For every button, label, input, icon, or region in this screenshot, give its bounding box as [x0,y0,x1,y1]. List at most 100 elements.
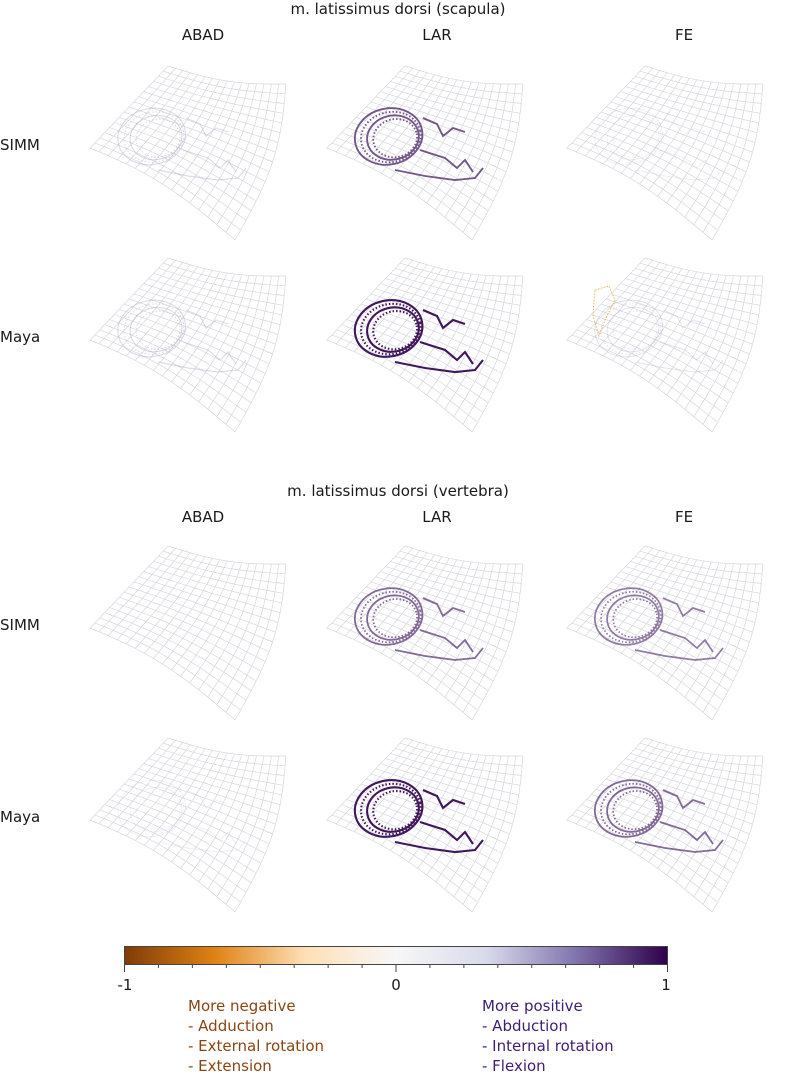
trajectory-group [594,107,724,181]
trajectory-loop [366,786,420,833]
grid-line [591,602,739,672]
grid-line [404,545,523,565]
grid-line [148,566,282,604]
trajectory-path [422,597,466,618]
trajectory-loop [600,111,662,163]
grid-line [119,308,266,374]
trajectory-loop [612,118,658,158]
grid-line [385,758,519,796]
trajectory-loop [353,779,424,838]
grid-line [615,288,756,335]
grid-line [395,267,522,296]
trajectory-loop [117,107,186,166]
grid-line [644,65,763,85]
colorbar-tick-label: 0 [391,976,401,994]
trajectory-loop [594,587,664,646]
grid-line [104,804,252,884]
grid-line [620,283,758,326]
colorbar-tick-label: -1 [117,976,133,994]
grid-line [370,581,513,633]
grid-line [143,763,281,806]
trajectory-loop [135,790,181,830]
trajectory-loop [612,598,658,639]
grid-line [133,773,276,825]
grid-line [326,147,473,241]
grid-line [625,278,759,316]
surface-grid [89,545,287,721]
grid-line [635,555,762,584]
grid-line [123,303,270,365]
grid-line [639,742,763,767]
surface-grid [326,257,524,433]
legend-negative: More negative - Adduction - External rot… [188,996,324,1076]
grid-line [89,339,236,433]
row-label-maya: Maya [0,808,41,826]
grid-line [167,737,286,757]
trajectory-path [659,629,714,653]
grid-line [109,127,257,202]
grid-line [404,65,523,85]
surface-grid [89,737,287,913]
grid-line [356,596,503,662]
trajectory-group [594,299,724,373]
grid-line [390,753,521,786]
grid-line [596,596,743,662]
grid-line [138,768,279,815]
grid-line [605,298,750,355]
colorbar-gradient [124,946,668,965]
grid-line [576,329,724,413]
grid-line [603,266,675,357]
grid-line [471,563,524,721]
trajectory-path [182,149,237,173]
panel-scapula-maya-abad [88,250,288,440]
grid-line [639,262,763,287]
grid-line [351,122,499,192]
grid-line [571,142,718,231]
grid-line [89,147,236,241]
grid-line [119,788,266,854]
trajectory-loop [360,110,422,164]
trajectory-path [419,149,474,173]
trajectory-path [182,821,237,845]
grid-line [596,308,743,374]
surface-grid [566,257,764,433]
grid-line [610,581,753,633]
grid-line [571,814,718,903]
panel-vertebra-simm-abad [88,538,288,728]
grid-line [126,746,198,837]
panel-vertebra-simm-lar [325,538,525,728]
grid-line [370,293,513,345]
row-label-simm: SIMM [0,136,40,154]
trajectory-loop [117,587,186,646]
section-title-vertebra: m. latissimus dorsi (vertebra) [287,482,509,500]
grid-line [94,622,241,711]
grid-line [566,819,713,913]
trajectory-path [422,789,466,810]
grid-line [576,137,724,221]
grid-line [586,319,734,394]
grid-line [571,622,718,711]
trajectory-path [419,629,474,653]
grid-line [119,116,266,182]
surface-grid [566,737,764,913]
grid-line [360,783,507,845]
trajectory-loop [123,303,185,355]
grid-line [385,278,519,316]
grid-line [331,622,478,711]
legend-negative-heading: More negative [188,997,296,1015]
trajectory-path [394,839,484,854]
legend-negative-item: - Adduction [188,1017,274,1035]
trajectory-negative [592,285,616,338]
grid-line [591,122,739,192]
grid-line [331,334,478,423]
grid-line [104,132,252,212]
grid-line [123,783,270,845]
trajectory-path [394,167,484,181]
trajectory-loop [353,299,424,358]
grid-line [380,763,518,806]
grid-line [153,753,284,786]
grid-line [133,293,276,345]
grid-line [94,142,241,231]
grid-line [128,586,273,643]
grid-line [404,737,523,757]
